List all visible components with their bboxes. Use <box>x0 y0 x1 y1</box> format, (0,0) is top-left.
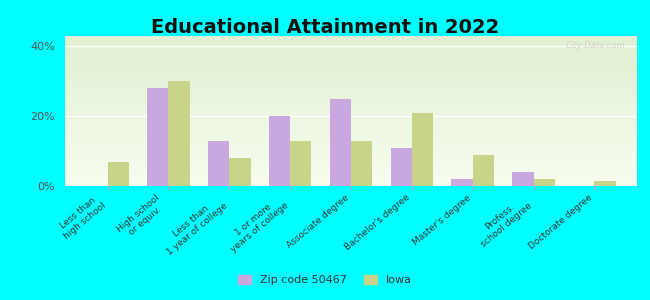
Bar <box>351 141 372 186</box>
Bar <box>594 181 616 186</box>
Legend: Zip code 50467, Iowa: Zip code 50467, Iowa <box>235 271 415 288</box>
Bar <box>168 81 190 186</box>
Bar <box>512 172 534 186</box>
Bar <box>208 141 229 186</box>
Bar <box>451 179 473 186</box>
Bar <box>229 158 251 186</box>
Bar <box>473 154 494 186</box>
Bar <box>534 179 555 186</box>
Bar <box>290 141 311 186</box>
Bar <box>391 148 412 186</box>
Text: Educational Attainment in 2022: Educational Attainment in 2022 <box>151 18 499 37</box>
Bar <box>147 88 168 186</box>
Bar <box>269 116 290 186</box>
Bar <box>330 99 351 186</box>
Bar <box>412 113 433 186</box>
Bar <box>108 162 129 186</box>
Text: City-Data.com: City-Data.com <box>566 40 625 50</box>
